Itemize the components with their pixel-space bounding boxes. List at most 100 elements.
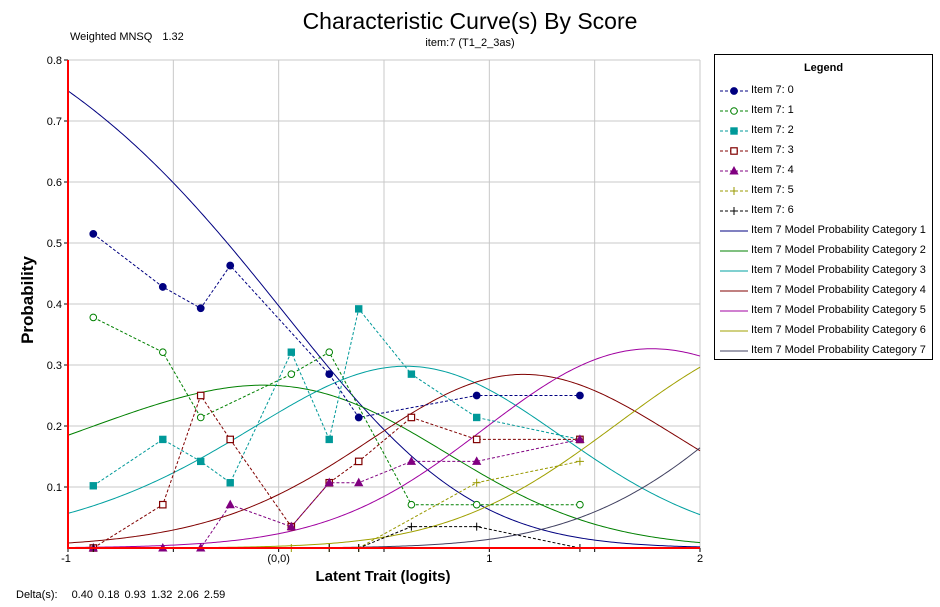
model-curve-category-2 — [67, 384, 701, 544]
legend-item-label: Item 7 Model Probability Category 3 — [751, 264, 926, 276]
model-curve-category-4 — [67, 373, 701, 544]
legend-marker — [730, 187, 738, 195]
data-point — [89, 229, 98, 238]
data-point — [325, 435, 333, 444]
data-point — [576, 500, 584, 509]
delta-values: 0.40 0.18 0.93 1.32 2.06 2.59 — [71, 589, 226, 601]
legend: Legend Item 7: 0 Item 7: 1 Item 7: 2 Item 7… — [714, 54, 933, 360]
data-point — [575, 457, 584, 466]
data-point — [287, 370, 296, 378]
data-point — [89, 482, 97, 490]
observed-line-1 — [93, 316, 580, 506]
legend-swatch — [720, 250, 748, 252]
model-curve-category-5 — [67, 348, 701, 549]
observed-line-4 — [93, 438, 581, 549]
legend-item-label: Item 7: 5 — [751, 184, 794, 196]
model-curve-category-1 — [67, 90, 701, 548]
legend-item-label: Item 7: 0 — [751, 84, 794, 96]
legend-swatch — [720, 207, 748, 215]
legend-marker — [730, 147, 738, 155]
model-curve-category-3 — [67, 365, 701, 516]
observed-series-1 — [89, 313, 584, 509]
mnsq-value: 1.32 — [162, 31, 184, 43]
data-point — [159, 348, 167, 356]
y-tick-label: 0.6 — [47, 177, 62, 189]
legend-swatch — [720, 270, 748, 272]
legend-item-label: Item 7 Model Probability Category 2 — [751, 244, 926, 256]
legend-item-label: Item 7: 3 — [751, 144, 794, 156]
data-point — [324, 477, 334, 487]
data-point — [196, 413, 205, 422]
data-point — [407, 500, 416, 509]
legend-swatch — [720, 147, 748, 155]
legend-swatch — [720, 165, 748, 175]
y-tick-label: 0.1 — [47, 482, 62, 494]
legend-marker — [730, 107, 738, 115]
data-point — [472, 435, 481, 444]
observed-line-3 — [93, 394, 580, 549]
data-point — [472, 478, 481, 487]
data-point — [407, 522, 416, 531]
observed-line-2 — [93, 307, 581, 487]
legend-item-label: Item 7: 1 — [751, 104, 794, 116]
data-point — [197, 457, 205, 466]
data-point — [575, 434, 585, 443]
legend-marker — [730, 127, 738, 135]
legend-marker — [730, 207, 738, 215]
data-point — [287, 348, 296, 356]
y-tick-label: 0.2 — [47, 421, 62, 433]
x-tick-label: -1 — [61, 553, 71, 565]
y-tick-label: 0.4 — [47, 299, 62, 311]
legend-item-label: Item 7 Model Probability Category 6 — [751, 324, 926, 336]
legend-swatch — [720, 107, 748, 115]
legend-swatch — [720, 330, 748, 332]
observed-line-0 — [92, 233, 580, 419]
data-point — [354, 413, 363, 422]
data-point — [355, 305, 363, 313]
x-tick-label: 1 — [486, 553, 492, 565]
legend-item-label: Item 7: 6 — [751, 204, 794, 216]
y-tick-label: 0.7 — [47, 116, 62, 128]
data-point — [354, 477, 364, 487]
data-point — [159, 435, 167, 444]
data-point — [576, 391, 584, 400]
data-point — [472, 391, 481, 400]
legend-title: Legend — [803, 62, 844, 74]
data-point — [159, 500, 167, 509]
data-point — [325, 348, 334, 356]
y-tick-label: 0.3 — [47, 360, 62, 372]
legend-swatch — [720, 127, 748, 135]
data-point — [226, 435, 235, 444]
legend-swatch — [720, 187, 748, 195]
x-tick-label: (0,0) — [267, 553, 290, 565]
observed-series-0 — [89, 229, 584, 422]
legend-swatch — [720, 350, 748, 352]
data-point — [196, 391, 205, 400]
data-point — [325, 370, 334, 379]
y-axis-label: Probability — [18, 256, 37, 344]
y-tick-label: 0.8 — [47, 55, 62, 67]
chart-title: Characteristic Curve(s) By Score — [302, 8, 638, 34]
delta-label: Delta(s): — [16, 589, 58, 601]
delta-readout: Delta(s): 0.40 0.18 0.93 1.32 2.06 2.59 — [16, 589, 225, 601]
legend-item-label: Item 7: 2 — [751, 124, 794, 136]
legend-swatch — [720, 230, 748, 232]
legend-swatch — [720, 87, 748, 95]
chart-subtitle: item:7 (T1_2_3as) — [425, 37, 515, 49]
data-point — [354, 457, 363, 466]
legend-marker — [730, 87, 738, 95]
data-point — [286, 521, 296, 531]
data-point — [407, 413, 416, 422]
data-point — [226, 479, 234, 487]
legend-item-label: Item 7 Model Probability Category 1 — [751, 224, 926, 236]
legend-marker — [729, 165, 739, 175]
data-point — [196, 304, 205, 313]
y-tick-label: 0.5 — [47, 238, 62, 250]
data-point — [472, 456, 482, 465]
x-axis-label: Latent Trait (logits) — [315, 568, 451, 585]
data-point — [472, 522, 481, 531]
legend-swatch — [720, 290, 748, 292]
legend-item-label: Item 7 Model Probability Category 7 — [751, 344, 926, 356]
data-point — [407, 370, 416, 378]
